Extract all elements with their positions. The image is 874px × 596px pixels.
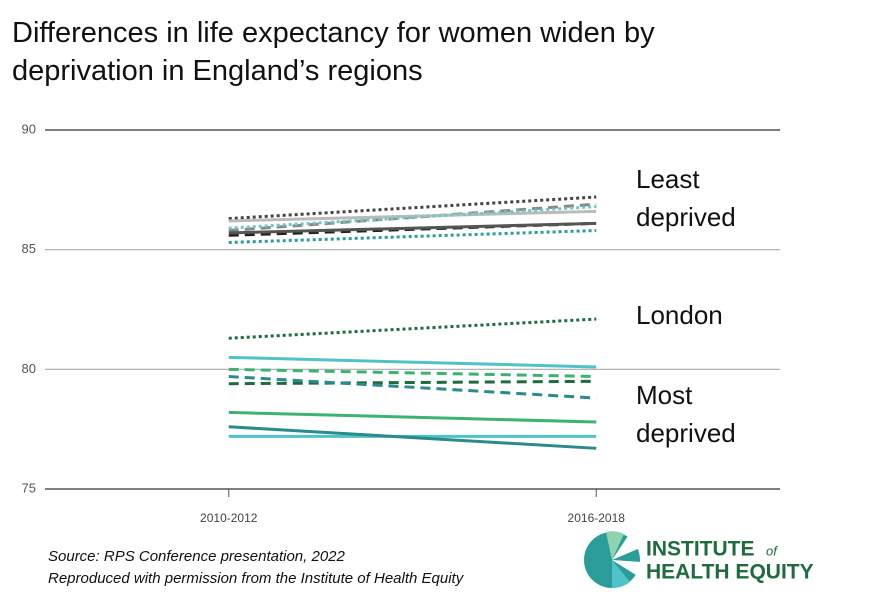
series-line — [228, 367, 597, 379]
series-line — [228, 375, 597, 400]
logo-icon — [584, 531, 641, 589]
chart-title: Differences in life expectancy for women… — [12, 17, 655, 87]
series-line — [228, 425, 597, 450]
series-line — [228, 317, 597, 340]
series-line — [228, 379, 597, 386]
y-tick-label: 75 — [22, 480, 36, 495]
annotation: Least deprived — [636, 164, 736, 232]
y-tick-label: 80 — [22, 361, 36, 376]
source: Reproduced with permission from the Inst… — [48, 570, 464, 587]
series-line — [228, 209, 597, 223]
x-tick-label: 2016-2018 — [568, 511, 626, 525]
y-tick-label: 85 — [22, 241, 36, 256]
series-line — [228, 205, 597, 230]
source: Source: RPS Conference presentation, 202… — [48, 548, 345, 565]
series-line — [228, 195, 597, 221]
annotation: London — [636, 300, 723, 330]
series-line — [228, 221, 597, 235]
logo-text: of — [766, 543, 778, 558]
annotation: Most deprived — [636, 380, 736, 448]
logo-text: INSTITUTE — [646, 538, 755, 561]
y-tick-label: 90 — [22, 121, 36, 136]
x-tick-label: 2010-2012 — [200, 511, 258, 525]
series-line — [228, 355, 597, 369]
series-line — [228, 229, 597, 244]
logo-text: HEALTH EQUITY — [646, 561, 814, 584]
series-line — [228, 410, 597, 424]
